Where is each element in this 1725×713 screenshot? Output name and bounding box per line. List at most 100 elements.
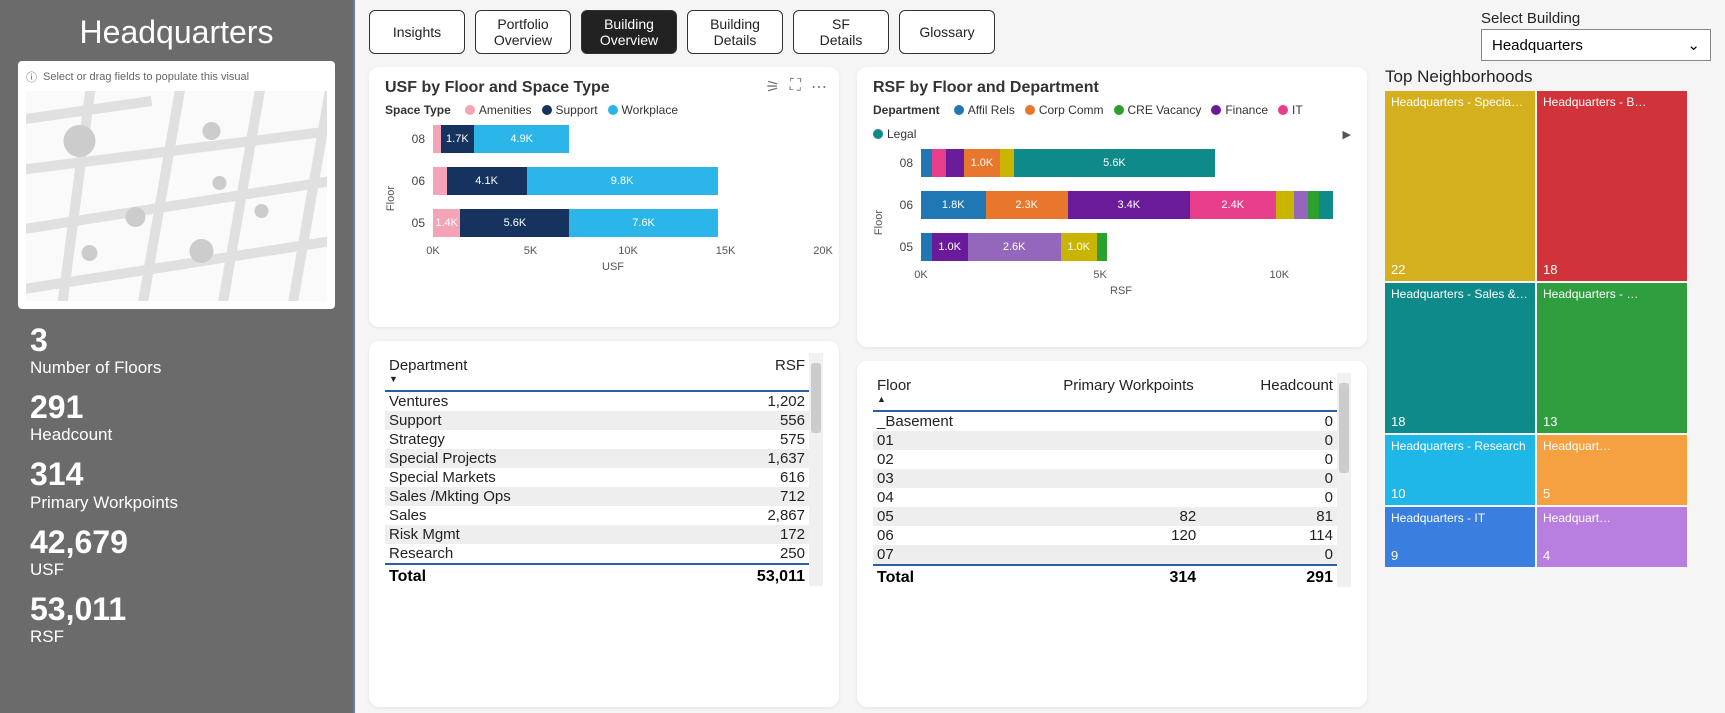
table-row[interactable]: Support556 bbox=[385, 411, 809, 430]
table-row[interactable]: Special Projects1,637 bbox=[385, 449, 809, 468]
table-row[interactable]: _Basement0 bbox=[873, 412, 1337, 431]
more-icon[interactable]: ⋯ bbox=[811, 77, 827, 97]
bar-segment[interactable] bbox=[1276, 191, 1294, 219]
dept-table-body[interactable]: Ventures1,202Support556Strategy575Specia… bbox=[385, 392, 809, 563]
tab-building-overview[interactable]: BuildingOverview bbox=[581, 10, 677, 54]
bar-segment[interactable]: 1.0K bbox=[964, 149, 1000, 177]
treemap-tile[interactable]: Headquarters - Specia…22 bbox=[1385, 91, 1535, 281]
legend-item[interactable]: Finance bbox=[1211, 103, 1268, 117]
bar-segment[interactable]: 2.3K bbox=[986, 191, 1068, 219]
bar-segment[interactable]: 4.1K bbox=[447, 167, 527, 195]
filter-icon[interactable]: ⚞ bbox=[765, 77, 779, 97]
bar-segment[interactable]: 2.4K bbox=[1190, 191, 1276, 219]
treemap-tile[interactable]: Headquarters - Research10 bbox=[1385, 435, 1535, 505]
bar-segment[interactable] bbox=[433, 125, 441, 153]
table-cell bbox=[1014, 432, 1196, 449]
bar-segment[interactable] bbox=[1097, 233, 1108, 261]
legend-item[interactable]: Workplace bbox=[608, 103, 678, 117]
bar-segment[interactable] bbox=[1294, 191, 1308, 219]
bar-segment[interactable]: 1.0K bbox=[1061, 233, 1097, 261]
axis-tick: 0K bbox=[914, 269, 927, 281]
table-row[interactable]: 040 bbox=[873, 488, 1337, 507]
table-cell bbox=[1014, 451, 1196, 468]
table-cell: Ventures bbox=[389, 393, 639, 410]
table-total-cell: 291 bbox=[1196, 569, 1333, 587]
scrollbar[interactable] bbox=[1337, 373, 1351, 587]
bar-segment[interactable] bbox=[932, 149, 946, 177]
tab-insights[interactable]: Insights bbox=[369, 10, 465, 54]
bar-segment[interactable]: 9.8K bbox=[527, 167, 718, 195]
floor-table-body[interactable]: _Basement001002003004005828106120114070 bbox=[873, 412, 1337, 564]
focus-icon[interactable]: ⛶ bbox=[790, 77, 801, 97]
kpi-label: RSF bbox=[30, 627, 323, 647]
bar-segment[interactable] bbox=[1000, 149, 1014, 177]
treemap-tile[interactable]: Headquarters - Sales &…18 bbox=[1385, 283, 1535, 433]
treemap-title: Top Neighborhoods bbox=[1385, 67, 1685, 87]
table-row[interactable]: Strategy575 bbox=[385, 430, 809, 449]
legend-item[interactable]: Legal bbox=[873, 127, 916, 141]
legend-item[interactable]: CRE Vacancy bbox=[1114, 103, 1202, 117]
bar-segment[interactable]: 1.8K bbox=[921, 191, 986, 219]
bar-segment[interactable] bbox=[946, 149, 964, 177]
legend-item[interactable]: Corp Comm bbox=[1025, 103, 1104, 117]
legend-item[interactable]: Affil Rels bbox=[954, 103, 1015, 117]
legend-label: Department bbox=[873, 103, 940, 117]
bar-segment[interactable]: 5.6K bbox=[460, 209, 569, 237]
legend-item[interactable]: Amenities bbox=[465, 103, 532, 117]
table-row[interactable]: Ventures1,202 bbox=[385, 392, 809, 411]
table-cell: 0 bbox=[1196, 546, 1333, 563]
table-row[interactable]: 030 bbox=[873, 469, 1337, 488]
map-visual[interactable] bbox=[26, 91, 327, 301]
treemap-tile[interactable]: Headquarters - …13 bbox=[1537, 283, 1687, 433]
table-row[interactable]: Risk Mgmt172 bbox=[385, 525, 809, 544]
floor-table-card: Floor▲Primary WorkpointsHeadcount _Basem… bbox=[857, 361, 1367, 707]
bar-segment[interactable]: 2.6K bbox=[968, 233, 1061, 261]
table-row[interactable]: Sales /Mkting Ops712 bbox=[385, 487, 809, 506]
treemap-tile[interactable]: Headquarters - B…18 bbox=[1537, 91, 1687, 281]
bar-segment[interactable]: 4.9K bbox=[474, 125, 570, 153]
axis-tick: 5K bbox=[1093, 269, 1106, 281]
scrollbar[interactable] bbox=[809, 353, 823, 586]
table-row[interactable]: 010 bbox=[873, 431, 1337, 450]
table-row[interactable]: 06120114 bbox=[873, 526, 1337, 545]
bar-segment[interactable]: 1.4K bbox=[433, 209, 460, 237]
table-row[interactable]: Special Markets616 bbox=[385, 468, 809, 487]
tab-glossary[interactable]: Glossary bbox=[899, 10, 995, 54]
treemap-tile[interactable]: Headquart…4 bbox=[1537, 507, 1687, 567]
table-row[interactable]: 058281 bbox=[873, 507, 1337, 526]
treemap: Headquarters - Specia…22Headquarters - B… bbox=[1385, 91, 1685, 707]
bar-segment[interactable]: 3.4K bbox=[1068, 191, 1190, 219]
bar-segment[interactable] bbox=[433, 167, 447, 195]
table-header[interactable]: Headcount bbox=[1198, 373, 1337, 408]
bar-segment[interactable] bbox=[921, 233, 932, 261]
legend-item[interactable]: IT bbox=[1278, 103, 1303, 117]
tile-value: 5 bbox=[1543, 486, 1681, 501]
table-row[interactable]: Sales2,867 bbox=[385, 506, 809, 525]
table-row[interactable]: 020 bbox=[873, 450, 1337, 469]
axis-tick: 15K bbox=[716, 245, 736, 257]
table-row[interactable]: Research250 bbox=[385, 544, 809, 563]
table-header[interactable]: Floor▲ bbox=[873, 373, 1012, 408]
table-header[interactable]: Primary Workpoints bbox=[1012, 373, 1198, 408]
legend-more-icon[interactable]: ▶ bbox=[1343, 128, 1351, 141]
treemap-tile[interactable]: Headquarters - IT9 bbox=[1385, 507, 1535, 567]
table-header[interactable]: RSF bbox=[639, 353, 809, 388]
table-total-cell: 314 bbox=[1014, 569, 1196, 587]
bar-segment[interactable] bbox=[1319, 191, 1333, 219]
legend-item[interactable]: Support bbox=[542, 103, 598, 117]
tab-portfolio-overview[interactable]: PortfolioOverview bbox=[475, 10, 571, 54]
bar-segment[interactable]: 7.6K bbox=[569, 209, 717, 237]
table-row[interactable]: 070 bbox=[873, 545, 1337, 564]
bar-segment[interactable] bbox=[1308, 191, 1319, 219]
tab-building-details[interactable]: BuildingDetails bbox=[687, 10, 783, 54]
bar-segment[interactable] bbox=[921, 149, 932, 177]
table-header[interactable]: Department▼ bbox=[385, 353, 639, 388]
tab-sf-details[interactable]: SFDetails bbox=[793, 10, 889, 54]
treemap-tile[interactable]: Headquart…5 bbox=[1537, 435, 1687, 505]
selector-value: Headquarters bbox=[1492, 37, 1583, 54]
rsf-ylabel: Floor bbox=[873, 210, 885, 235]
selector-dropdown[interactable]: Headquarters ⌄ bbox=[1481, 29, 1711, 61]
bar-segment[interactable]: 1.7K bbox=[441, 125, 474, 153]
bar-segment[interactable]: 1.0K bbox=[932, 233, 968, 261]
bar-segment[interactable]: 5.6K bbox=[1014, 149, 1215, 177]
